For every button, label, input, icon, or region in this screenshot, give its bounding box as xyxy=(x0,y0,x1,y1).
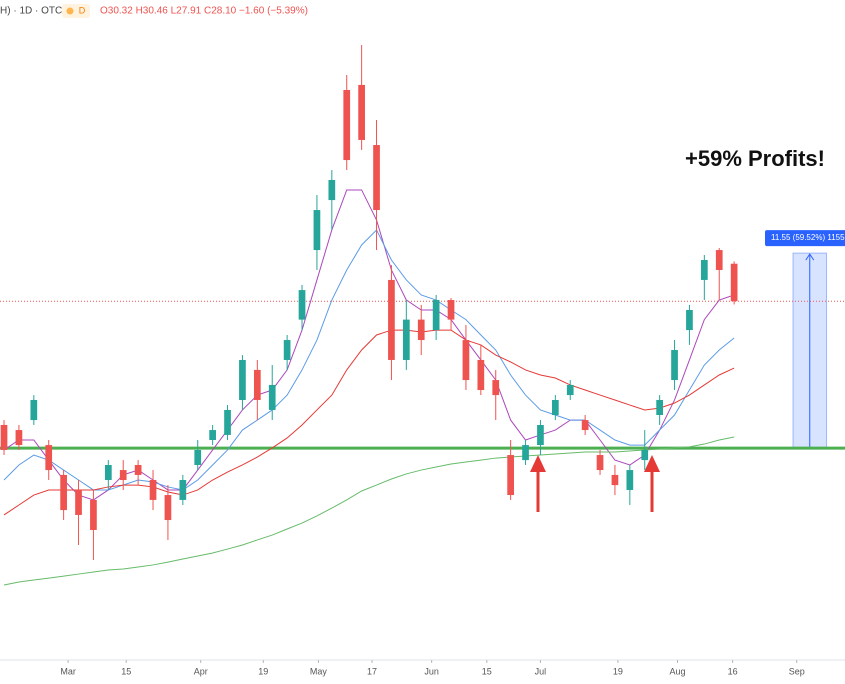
candle-body xyxy=(253,369,261,400)
candle-body xyxy=(134,464,142,475)
x-tick-label: Mar xyxy=(60,666,76,676)
candle-body xyxy=(522,445,529,461)
x-tick-label: Apr xyxy=(194,666,208,676)
candle-body xyxy=(149,480,157,500)
candle-body xyxy=(537,424,544,446)
x-tick-label: Aug xyxy=(670,666,686,676)
symbol: H) · 1D · OTC xyxy=(0,6,62,17)
candle-body xyxy=(656,399,663,416)
candle-body xyxy=(239,359,246,400)
candle-body xyxy=(492,380,500,396)
quote: O30.32 H30.46 L27.91 C28.10 −1.60 (−5.39… xyxy=(100,6,308,17)
candle-body xyxy=(179,480,187,500)
x-tick-label: 19 xyxy=(613,666,623,676)
candle-body xyxy=(268,384,276,410)
x-tick-label: 15 xyxy=(482,666,492,676)
moving-average xyxy=(3,229,735,491)
candle-body xyxy=(90,499,97,530)
candle-body xyxy=(730,263,738,302)
x-tick-label: Sep xyxy=(789,666,805,676)
candle-body xyxy=(581,420,589,431)
candle-body xyxy=(75,489,82,515)
candle-body xyxy=(671,350,678,381)
candle-body xyxy=(298,290,306,320)
badge: D xyxy=(79,5,86,15)
candle-body xyxy=(358,84,365,140)
x-tick-label: 19 xyxy=(258,666,268,676)
candle-body xyxy=(626,470,634,490)
badge-icon xyxy=(66,7,74,15)
candle-body xyxy=(566,384,574,396)
candle-body xyxy=(447,300,455,320)
x-tick-label: 16 xyxy=(728,666,738,676)
candle-body xyxy=(715,250,723,270)
candle-body xyxy=(164,495,172,521)
moving-average xyxy=(3,436,735,586)
candle-body xyxy=(432,300,440,331)
candle-body xyxy=(30,399,38,421)
candle-body xyxy=(224,409,231,435)
moving-average xyxy=(3,329,735,516)
candle-body xyxy=(194,449,202,465)
candle-body xyxy=(477,359,485,391)
candle-body xyxy=(551,399,559,416)
candle-body xyxy=(373,145,380,211)
badge-bg xyxy=(62,4,90,18)
candle-body xyxy=(507,455,514,496)
candle-body xyxy=(0,424,8,450)
candle-body xyxy=(417,319,425,341)
x-tick-label: Jul xyxy=(535,666,547,676)
candle-body xyxy=(328,179,336,201)
candle-body xyxy=(209,430,216,440)
annotation: +59% Profits! xyxy=(685,146,825,171)
candle-body xyxy=(313,210,321,251)
x-tick-label: 15 xyxy=(121,666,131,676)
candle-body xyxy=(596,455,604,471)
x-tick-label: May xyxy=(310,666,328,676)
measure-label-bg xyxy=(765,230,845,247)
candle-body xyxy=(104,464,112,481)
candle-body xyxy=(60,474,67,511)
candle-body xyxy=(119,470,127,481)
candle-body xyxy=(388,279,395,360)
candle-body xyxy=(462,340,470,381)
x-tick-label: 17 xyxy=(367,666,377,676)
candle-body xyxy=(686,309,693,331)
measure-label: 11.55 (59.52%) 1155 xyxy=(771,233,845,242)
candle-body xyxy=(641,449,649,461)
candle-body xyxy=(611,474,619,486)
candle-body xyxy=(15,430,23,446)
candle-body xyxy=(45,445,53,471)
candle-body xyxy=(343,89,351,161)
arrow xyxy=(530,455,546,512)
measure-arrowhead xyxy=(805,253,815,261)
x-tick-label: Jun xyxy=(424,666,439,676)
candle-body xyxy=(402,319,410,360)
candle-body xyxy=(700,260,708,280)
arrow xyxy=(644,455,660,512)
candle-body xyxy=(283,340,291,360)
